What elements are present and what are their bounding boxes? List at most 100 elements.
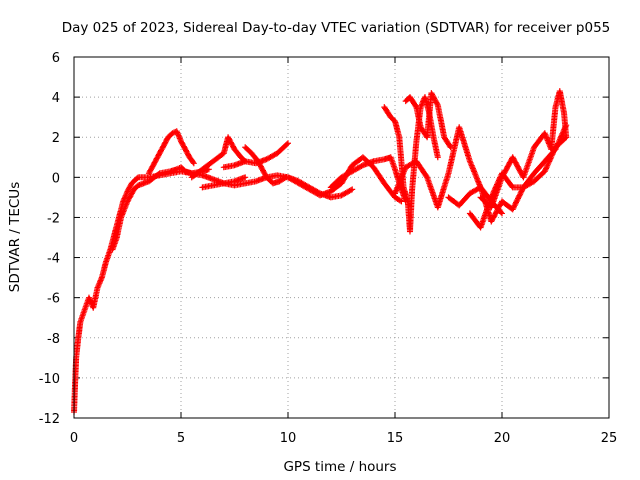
y-tick-label: 2	[52, 131, 60, 146]
series-trace	[189, 167, 205, 180]
data-point	[285, 140, 291, 147]
series-trace	[125, 187, 137, 204]
series-trace	[178, 139, 188, 151]
series-trace	[520, 145, 537, 179]
series-trace	[90, 286, 101, 310]
x-tick-label: 10	[280, 431, 297, 446]
x-axis-label: GPS time / hours	[283, 459, 396, 475]
series-trace	[147, 171, 162, 184]
y-tick-label: -6	[47, 292, 60, 307]
series-trace	[488, 171, 505, 199]
series-trace	[170, 128, 179, 136]
series-trace	[456, 125, 473, 163]
series-trace	[553, 135, 569, 150]
data-point	[242, 174, 249, 181]
series-trace	[255, 159, 269, 179]
series-trace	[521, 179, 536, 190]
y-tick-label: -10	[39, 372, 60, 387]
data-point	[173, 166, 180, 173]
chart-title: Day 025 of 2023, Sidereal Day-to-day VTE…	[62, 20, 611, 36]
grid-lines	[74, 57, 609, 418]
y-tick-label: 6	[52, 51, 60, 66]
plot-frame	[73, 56, 610, 419]
series-trace	[442, 135, 453, 149]
series-trace	[414, 159, 430, 180]
series-trace	[95, 276, 105, 290]
data-point	[190, 160, 197, 167]
series-trace	[548, 105, 559, 151]
series-trace	[75, 320, 84, 340]
data-marks	[71, 88, 570, 415]
y-tick-label: -4	[47, 252, 60, 267]
axis-ticks: 0 5 10 15 20 25 -12 -10 -8 -6 -4 -2 0 2 4 6	[39, 51, 618, 446]
series-trace	[146, 159, 158, 175]
series-trace	[99, 260, 109, 280]
series-trace	[339, 187, 354, 198]
series-arc-15	[466, 134, 570, 231]
x-tick-label: 25	[601, 431, 618, 446]
x-tick-label: 20	[494, 431, 511, 446]
series-arc-2	[109, 164, 249, 253]
series-trace	[153, 151, 162, 163]
data-point	[499, 210, 505, 217]
series-trace	[499, 171, 515, 190]
series-trace	[489, 199, 505, 224]
series-trace	[114, 216, 124, 239]
series-trace	[328, 175, 344, 190]
series-trace	[424, 91, 435, 139]
series-trace	[435, 103, 447, 139]
series-trace	[71, 382, 78, 414]
series-trace	[297, 181, 312, 192]
series-trace	[413, 105, 424, 129]
series-trace	[125, 181, 135, 193]
series-trace	[435, 171, 451, 209]
series-trace	[73, 336, 82, 360]
series-trace	[532, 169, 547, 184]
y-tick-label: -2	[47, 211, 60, 226]
series-arc-14	[477, 88, 570, 211]
series-arc-3	[145, 128, 197, 177]
data-point	[349, 186, 356, 193]
series-trace	[179, 165, 188, 174]
series-trace	[407, 95, 419, 109]
series-trace	[249, 151, 261, 164]
series-arc-11	[402, 90, 454, 151]
x-tick-label: 15	[387, 431, 404, 446]
series-trace	[532, 159, 547, 176]
x-tick-label: 0	[70, 431, 78, 446]
series-arc-7	[242, 144, 289, 187]
series-trace	[132, 183, 141, 192]
series-trace	[264, 151, 279, 162]
series-trace	[561, 111, 570, 139]
series-trace	[232, 147, 243, 160]
series-trace	[72, 356, 80, 386]
series-trace	[211, 151, 226, 164]
series-trace	[407, 187, 415, 233]
series-trace	[243, 145, 254, 156]
y-tick-label: 4	[52, 91, 60, 106]
data-point	[509, 154, 516, 161]
series-trace	[392, 119, 402, 139]
series-trace	[161, 135, 171, 147]
series-trace	[129, 175, 141, 186]
y-axis-label: SDTVAR / TECUs	[7, 182, 23, 292]
series-trace	[329, 181, 344, 194]
series-trace	[103, 248, 113, 264]
y-tick-label: -8	[47, 332, 60, 347]
y-tick-label: -12	[39, 412, 60, 427]
series-trace	[200, 159, 215, 172]
series-trace	[350, 163, 365, 174]
series-trace	[286, 175, 301, 186]
series-trace	[371, 165, 387, 186]
series-trace	[392, 165, 409, 195]
series-trace	[445, 125, 462, 175]
series-trace	[183, 147, 192, 159]
series-trace	[275, 141, 290, 156]
series-trace	[467, 159, 483, 189]
series-trace	[118, 199, 130, 219]
series-trace	[542, 145, 558, 173]
data-point	[434, 154, 441, 161]
series-trace	[225, 135, 237, 151]
x-tick-label: 5	[177, 431, 185, 446]
